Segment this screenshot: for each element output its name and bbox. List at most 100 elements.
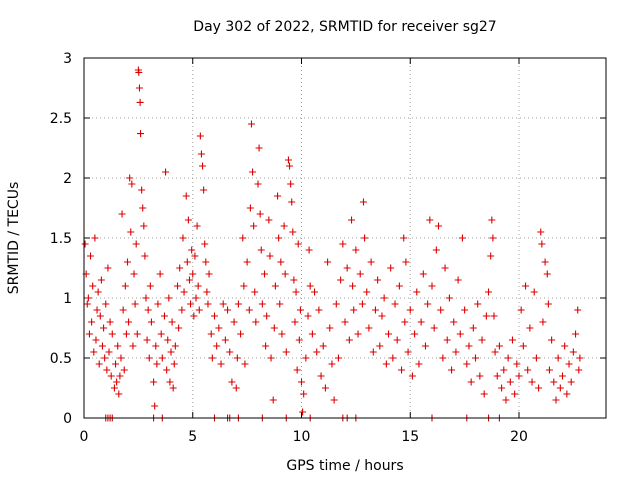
data-point <box>193 222 201 230</box>
data-point <box>81 240 89 248</box>
data-point <box>254 180 262 188</box>
data-point <box>90 348 98 356</box>
data-point <box>552 396 560 404</box>
data-point <box>304 312 312 320</box>
data-point <box>196 132 204 140</box>
data-point <box>93 306 101 314</box>
data-point <box>572 330 580 338</box>
data-point <box>428 282 436 290</box>
data-point <box>352 246 360 254</box>
data-point <box>448 366 456 374</box>
data-point <box>277 258 285 266</box>
data-point <box>522 282 530 290</box>
data-point <box>182 192 190 200</box>
data-point <box>530 288 538 296</box>
data-point <box>108 330 116 338</box>
data-point <box>117 354 125 362</box>
data-point <box>302 354 310 362</box>
data-point <box>544 300 552 308</box>
data-point <box>189 270 197 278</box>
data-point <box>491 348 499 356</box>
data-point <box>116 372 124 380</box>
data-point <box>376 342 384 350</box>
data-point <box>152 342 160 350</box>
data-point <box>474 300 482 308</box>
data-point <box>201 240 209 248</box>
data-point <box>197 150 205 158</box>
data-point <box>306 282 314 290</box>
data-point <box>137 130 145 138</box>
data-point <box>348 216 356 224</box>
data-point <box>575 366 583 374</box>
data-point <box>262 342 270 350</box>
data-point <box>278 330 286 338</box>
data-point <box>452 348 460 356</box>
data-point <box>200 186 208 194</box>
data-point <box>178 306 186 314</box>
data-point <box>144 306 152 314</box>
data-point <box>280 222 288 230</box>
data-point <box>207 330 215 338</box>
data-point <box>511 390 519 398</box>
data-point <box>265 216 273 224</box>
data-point <box>498 384 506 392</box>
y-tick-label: 2.5 <box>50 111 72 127</box>
data-point <box>126 174 134 182</box>
data-point <box>419 270 427 278</box>
data-point <box>102 300 110 308</box>
data-point <box>401 318 409 326</box>
data-point <box>550 378 558 386</box>
data-point <box>122 330 130 338</box>
data-point <box>476 372 484 380</box>
data-point <box>91 234 99 242</box>
data-point <box>321 384 329 392</box>
data-point <box>298 378 305 386</box>
data-point <box>387 264 395 272</box>
data-point <box>393 336 401 344</box>
data-point <box>195 306 203 314</box>
data-point <box>245 306 253 314</box>
data-point <box>289 228 297 236</box>
data-point <box>404 348 412 356</box>
grid-lines <box>84 58 606 418</box>
data-point <box>163 366 171 374</box>
data-point <box>330 396 338 404</box>
data-point <box>167 348 175 356</box>
data-point <box>556 384 564 392</box>
data-point <box>526 324 534 332</box>
data-point <box>237 330 245 338</box>
data-point <box>168 318 176 326</box>
data-point <box>461 306 469 314</box>
data-point <box>156 270 164 278</box>
data-point <box>145 354 153 362</box>
data-point <box>359 198 367 206</box>
data-point <box>84 294 92 302</box>
data-point <box>224 306 232 314</box>
data-point <box>160 312 168 320</box>
x-tick-label: 15 <box>401 429 419 445</box>
data-point <box>151 402 159 410</box>
data-point <box>157 330 165 338</box>
data-point <box>319 342 327 350</box>
data-point <box>169 384 177 392</box>
data-point <box>356 270 364 278</box>
data-point <box>402 258 410 266</box>
data-point <box>241 360 249 368</box>
data-point <box>124 258 131 266</box>
data-point <box>317 372 325 380</box>
data-point <box>282 348 290 356</box>
data-point <box>443 336 451 344</box>
data-point <box>334 354 342 362</box>
data-point <box>158 354 166 362</box>
data-point <box>528 378 536 386</box>
data-point <box>435 222 443 230</box>
data-point <box>539 318 547 326</box>
data-point <box>185 276 193 284</box>
data-point <box>495 342 503 350</box>
data-point <box>140 222 148 230</box>
data-point <box>305 246 313 254</box>
data-point <box>251 288 259 296</box>
data-point <box>150 378 158 386</box>
data-point <box>337 276 345 284</box>
